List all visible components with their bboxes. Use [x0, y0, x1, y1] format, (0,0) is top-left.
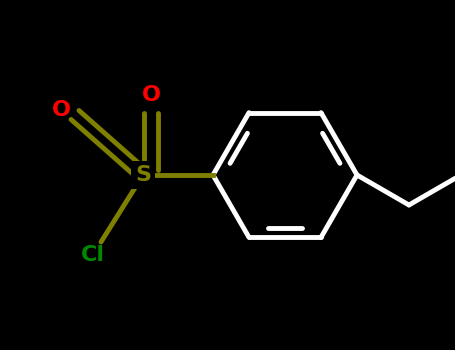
- Text: O: O: [51, 100, 71, 120]
- Text: Cl: Cl: [81, 245, 105, 265]
- Text: O: O: [142, 85, 161, 105]
- Text: S: S: [135, 165, 151, 185]
